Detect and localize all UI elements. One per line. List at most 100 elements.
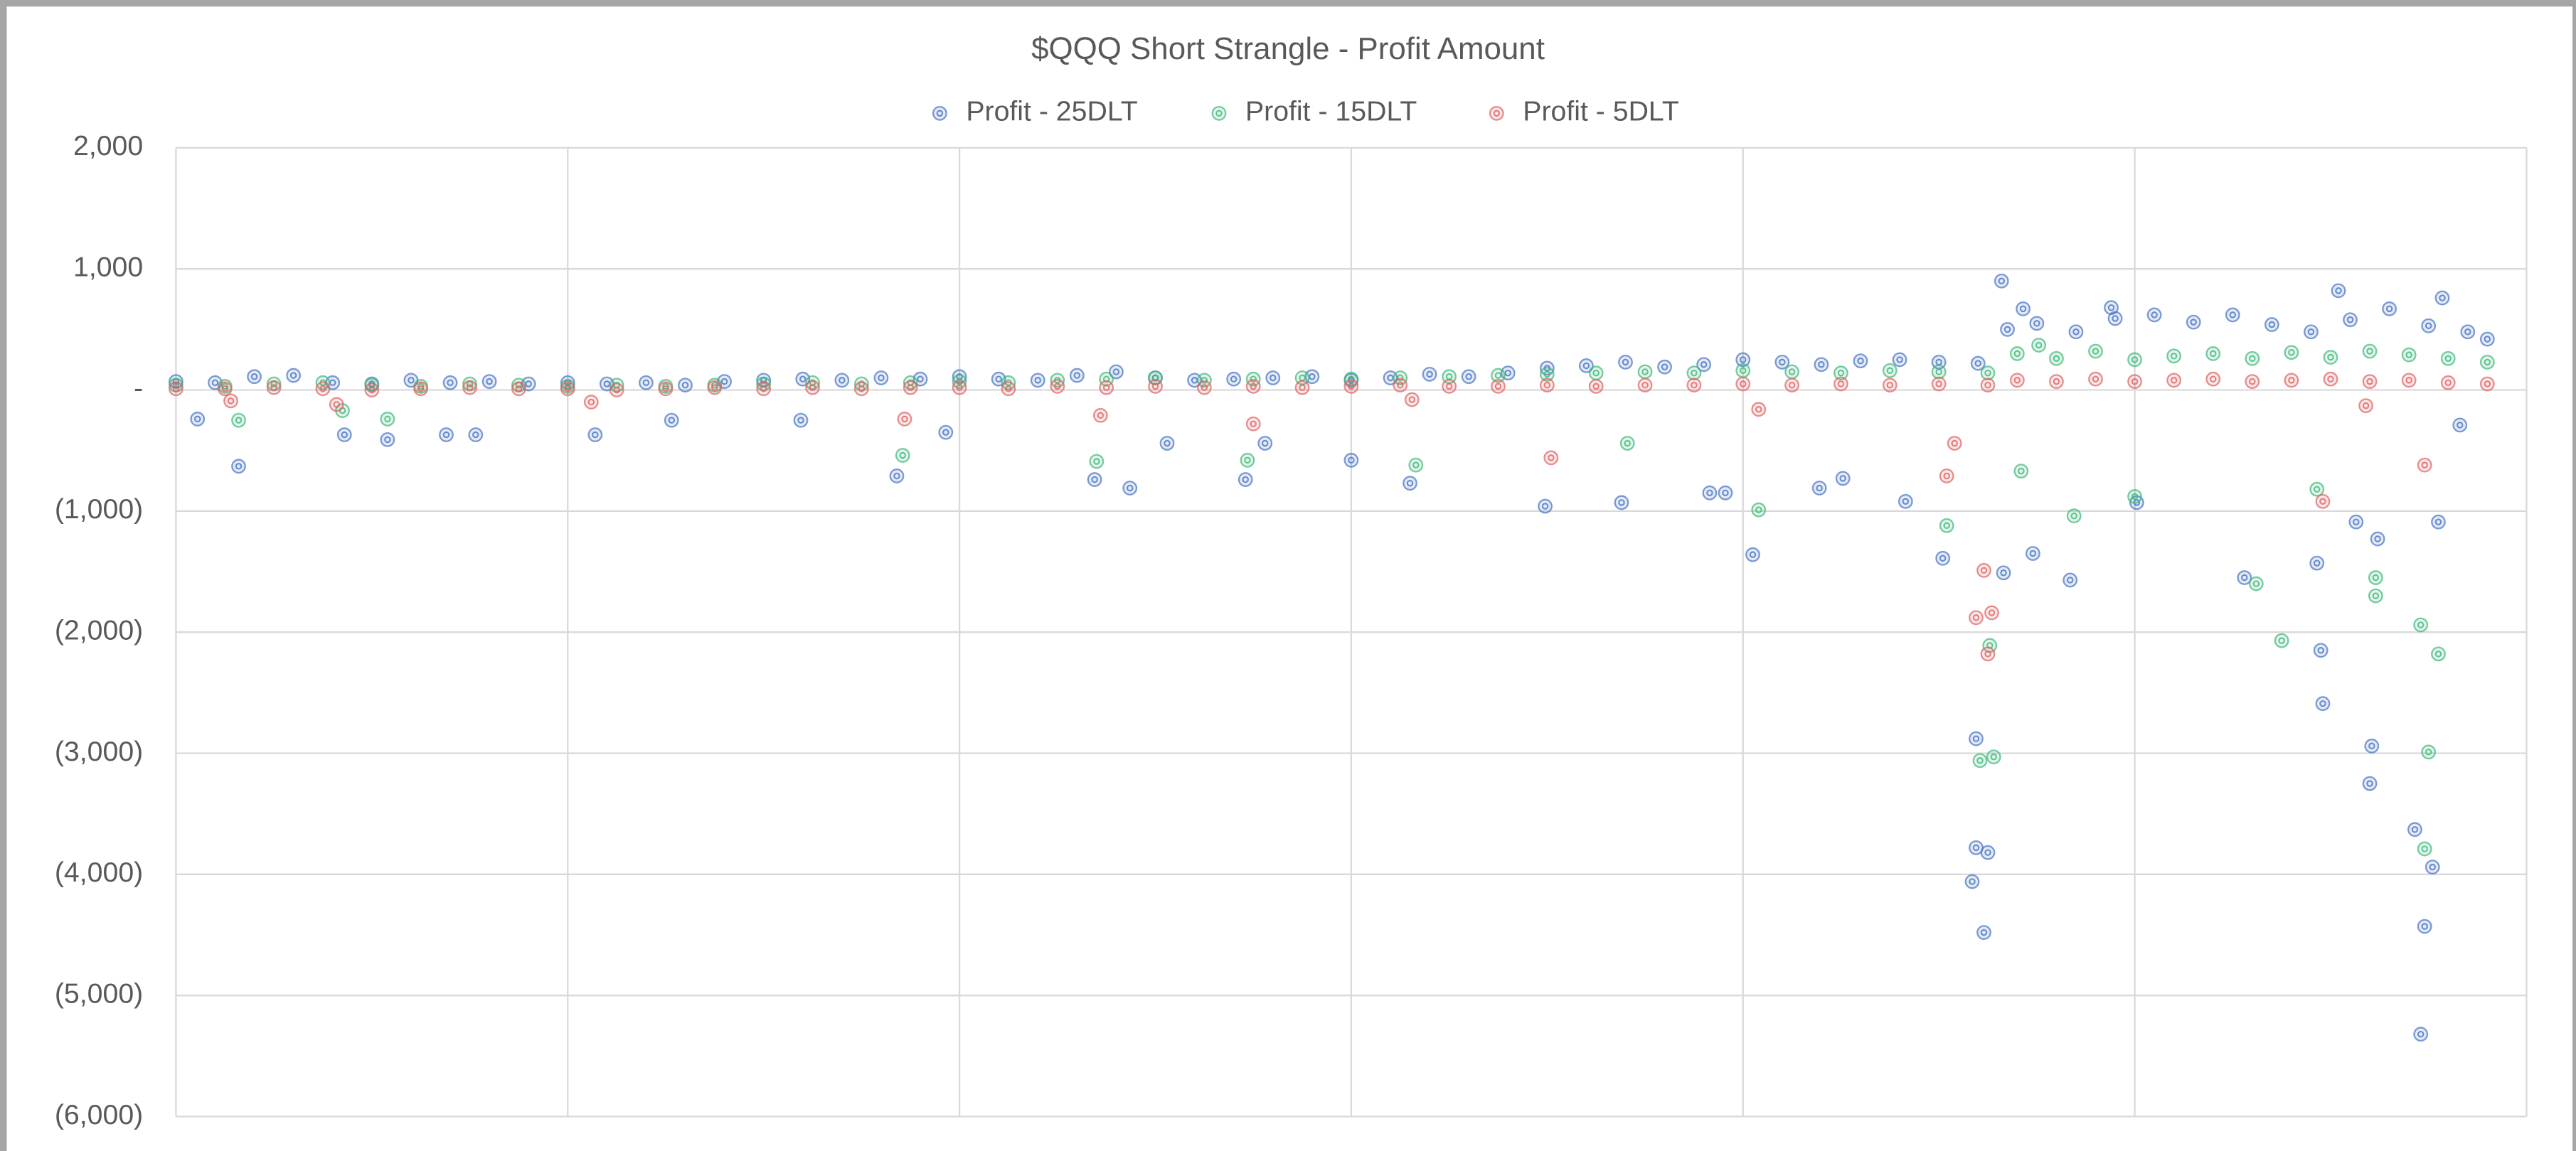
point [1196,380,1212,395]
point [1294,380,1310,395]
marker-dot [235,463,243,470]
marker-ring [2284,345,2299,360]
marker-dot [1641,368,1649,375]
marker-dot [1201,377,1208,384]
marker-dot [1250,375,1257,382]
marker-dot [1592,369,1600,377]
point [2025,546,2040,561]
marker-dot [2190,318,2197,326]
legend-marker [932,105,947,121]
point [2166,373,2182,388]
marker-ring [1618,354,1633,370]
marker-ring [2146,307,2162,323]
marker-dot [1215,109,1223,117]
marker-ring [2362,374,2378,389]
point [169,381,183,397]
marker-ring [2407,822,2422,837]
marker-dot [2066,577,2074,584]
point [1343,452,1359,468]
point [1393,378,1408,393]
marker-ring [609,382,624,397]
point [2315,493,2331,509]
marker-ring [315,381,331,397]
marker-dot [1935,368,1942,375]
marker-ring [1882,363,1898,378]
marker-ring [1588,365,1604,381]
point [1814,357,1829,373]
marker-dot [1622,358,1629,366]
point [2364,738,2380,754]
point [658,381,674,397]
marker-dot [2000,569,2007,577]
marker-ring [1745,547,1760,562]
point [1637,364,1653,380]
marker-dot [2366,348,2373,355]
marker-ring [1343,379,1359,394]
point [2088,343,2103,359]
marker-dot [1034,377,1041,384]
point [873,370,889,385]
point [2063,572,2078,588]
point [1099,380,1114,395]
y-tick-label: (1,000) [55,493,143,525]
point [1442,379,1457,394]
point [1422,366,1437,382]
marker-dot [341,431,348,439]
marker-ring [560,381,575,397]
point [2009,346,2025,361]
marker-dot [2362,402,2370,409]
point [1030,373,1045,388]
marker-ring [1976,562,1991,578]
y-tick-label: (4,000) [55,857,143,888]
marker-ring [952,380,967,395]
marker-dot [1582,362,1590,370]
marker-ring [1422,366,1437,382]
marker-ring [1148,379,1163,394]
point [1240,452,1255,468]
point [286,368,302,383]
point [2440,350,2456,366]
point [2245,350,2260,366]
point [2421,318,2437,333]
series [169,371,2495,662]
point [1538,498,1553,514]
point [664,412,679,428]
point [2362,776,2378,791]
marker-ring [1538,498,1553,514]
marker-dot [1406,479,1414,487]
point [2049,374,2064,389]
marker-ring [2304,324,2319,340]
point [1784,378,1799,393]
marker-ring [1619,436,1635,451]
marker-dot [2353,518,2360,525]
point [1539,366,1555,382]
marker-dot [564,385,571,392]
point [1657,359,1672,375]
marker-dot [1943,522,1950,530]
point [2343,312,2358,328]
marker-dot [2151,311,2158,318]
marker-ring [639,375,654,390]
marker-ring [2225,307,2240,323]
point [481,374,497,389]
marker-ring [2016,301,2031,316]
marker-dot [917,375,924,382]
marker-ring [217,381,233,397]
point [678,378,693,393]
marker-ring [1614,495,1629,510]
marker-dot [2033,320,2040,327]
point [560,381,575,397]
marker-dot [442,431,450,439]
marker-ring [1835,471,1851,486]
marker-dot [2131,493,2139,500]
marker-dot [2288,377,2295,384]
marker-ring [756,376,772,392]
marker-dot [2278,637,2285,644]
point [1696,357,1712,373]
point [1245,416,1261,432]
point [2452,417,2468,433]
marker-ring [2368,570,2383,585]
marker-dot [2018,467,2025,475]
point [2413,617,2429,633]
